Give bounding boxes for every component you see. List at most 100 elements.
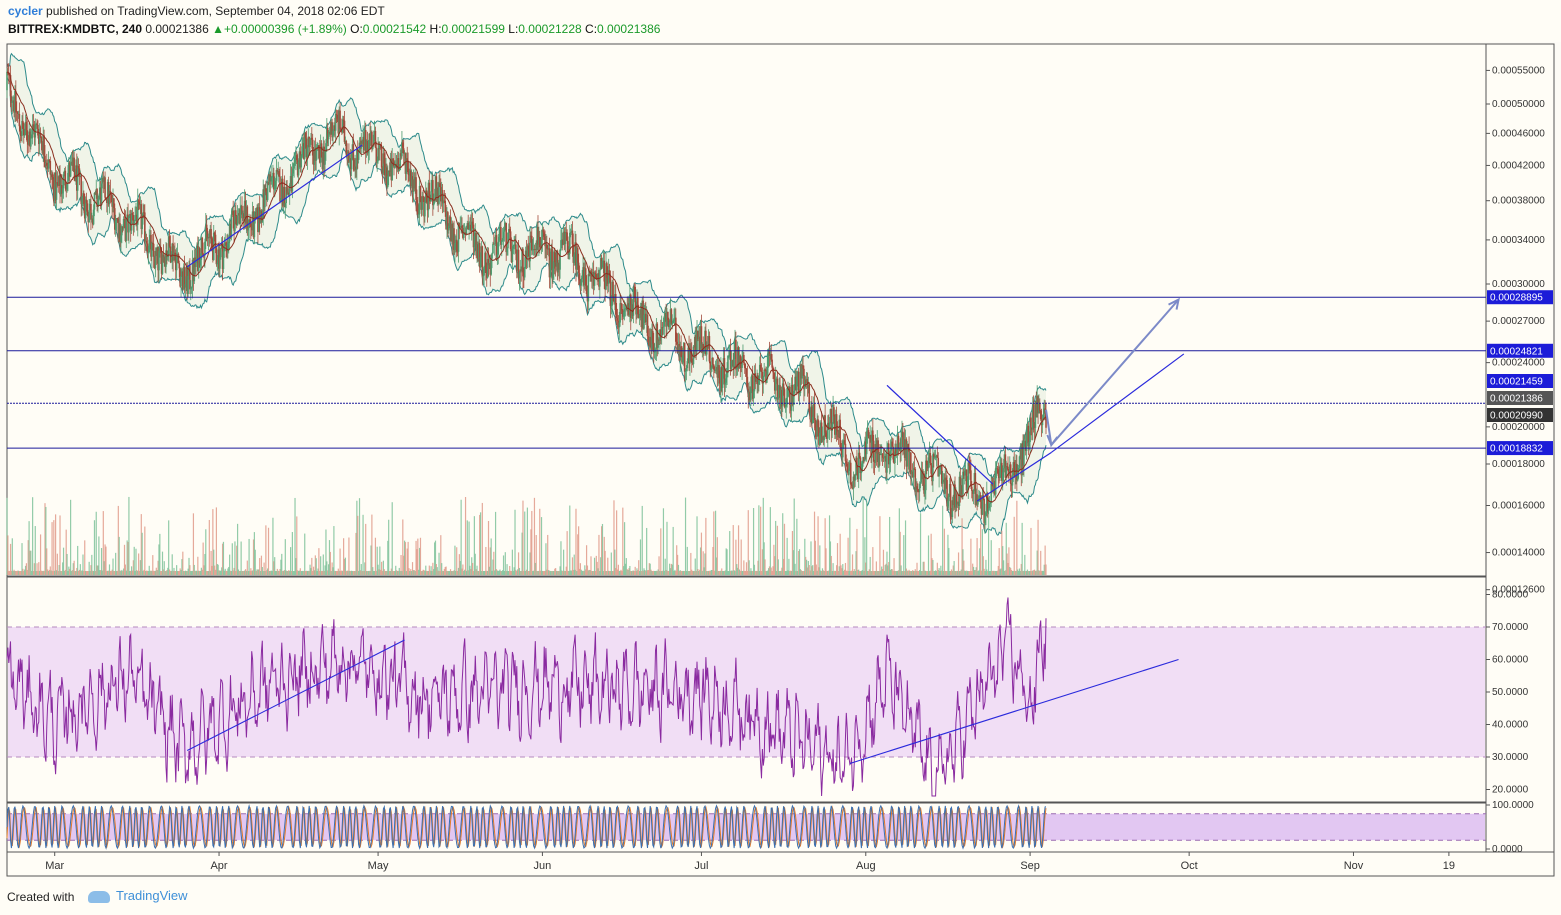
volume-bar xyxy=(714,510,717,575)
candle xyxy=(744,363,747,377)
candle-body xyxy=(423,197,425,217)
candle xyxy=(766,348,769,380)
volume-bar xyxy=(783,523,786,575)
candle-body xyxy=(819,432,821,445)
candle xyxy=(948,493,950,511)
candle-body xyxy=(473,236,476,248)
volume-bar xyxy=(476,565,478,575)
candle xyxy=(46,159,49,178)
candle xyxy=(86,200,89,217)
candle-body xyxy=(311,137,313,140)
candle-body xyxy=(836,430,839,432)
volume-bar xyxy=(31,570,33,575)
candle xyxy=(1029,416,1031,454)
candle xyxy=(363,131,365,155)
candle-body xyxy=(83,203,86,219)
candle xyxy=(516,242,519,278)
volume-bar xyxy=(299,568,301,575)
volume-bar xyxy=(459,561,461,575)
candle-body xyxy=(111,194,113,207)
candle xyxy=(854,473,856,487)
volume-bar xyxy=(25,563,28,575)
candle xyxy=(950,507,953,520)
candle-body xyxy=(428,182,431,198)
candle-body xyxy=(631,304,634,316)
volume-bar xyxy=(259,571,262,575)
candle-body xyxy=(109,190,112,194)
candle xyxy=(452,222,454,254)
time-tick-label: Nov xyxy=(1344,860,1364,872)
candle-body xyxy=(81,196,83,205)
candle-body xyxy=(948,493,950,502)
candle-body xyxy=(701,343,704,349)
candle-body xyxy=(634,286,636,303)
volume-bar xyxy=(938,568,940,575)
candle xyxy=(607,258,610,292)
volume-bar xyxy=(830,555,832,575)
candle xyxy=(526,243,529,269)
volume-bar xyxy=(184,570,187,575)
volume-bar xyxy=(293,571,295,575)
candle-body xyxy=(158,251,160,271)
volume-bar xyxy=(218,570,220,575)
volume-bar xyxy=(545,543,547,575)
volume-bar xyxy=(301,570,303,575)
candle xyxy=(804,376,807,388)
candle xyxy=(103,175,105,190)
volume-bar xyxy=(971,571,973,575)
volume-bar xyxy=(625,558,627,575)
candle xyxy=(258,195,261,235)
candle-body xyxy=(6,71,8,91)
candle-body xyxy=(682,355,684,363)
candle-body xyxy=(470,221,473,232)
trend-line-support xyxy=(976,451,1052,502)
candle-body xyxy=(292,168,295,174)
volume-bar xyxy=(884,564,886,575)
volume-bar xyxy=(321,570,324,575)
tradingview-logo[interactable]: TradingView xyxy=(88,888,188,903)
volume-bar xyxy=(213,549,215,575)
candle-body xyxy=(519,269,522,273)
candle-body xyxy=(652,330,654,344)
volume-bar xyxy=(819,545,821,575)
volume-bar xyxy=(231,543,233,575)
volume-bar xyxy=(129,570,131,575)
candle-body xyxy=(403,153,406,155)
author-link[interactable]: cycler xyxy=(8,4,43,18)
candle-body xyxy=(214,234,217,248)
volume-bar xyxy=(502,555,505,575)
candle xyxy=(431,172,433,192)
candle xyxy=(592,260,595,295)
volume-bar xyxy=(791,531,794,575)
volume-bar xyxy=(415,540,417,575)
candle-body xyxy=(949,484,952,515)
volume-bar xyxy=(836,565,838,575)
candle-body xyxy=(151,243,154,244)
candle xyxy=(390,150,393,188)
price-tag-label: 0.00018832 xyxy=(1490,444,1543,455)
volume-bar xyxy=(694,558,696,575)
volume-bar xyxy=(857,569,859,575)
volume-bar xyxy=(452,571,454,575)
candle-body xyxy=(80,176,83,205)
volume-bar xyxy=(752,508,755,575)
symbol-label[interactable]: BITTREX:KMDBTC, 240 xyxy=(8,22,143,36)
candle-body xyxy=(107,182,110,205)
candle-body xyxy=(619,303,621,323)
candle xyxy=(660,315,663,345)
candle xyxy=(542,226,545,240)
candle xyxy=(728,344,731,360)
volume-bar xyxy=(977,570,979,575)
volume-bar xyxy=(895,571,897,575)
candle xyxy=(584,262,587,291)
chart-canvas[interactable]: 0.000550000.000500000.000460000.00042000… xyxy=(0,0,1561,880)
candle-body xyxy=(827,422,830,430)
candle xyxy=(634,283,636,308)
candle-body xyxy=(60,185,63,194)
candle-body xyxy=(744,367,747,369)
candle xyxy=(1010,483,1013,499)
candle xyxy=(569,228,572,238)
candle xyxy=(1038,394,1040,414)
volume-bar xyxy=(394,570,396,575)
candle-body xyxy=(169,246,172,263)
